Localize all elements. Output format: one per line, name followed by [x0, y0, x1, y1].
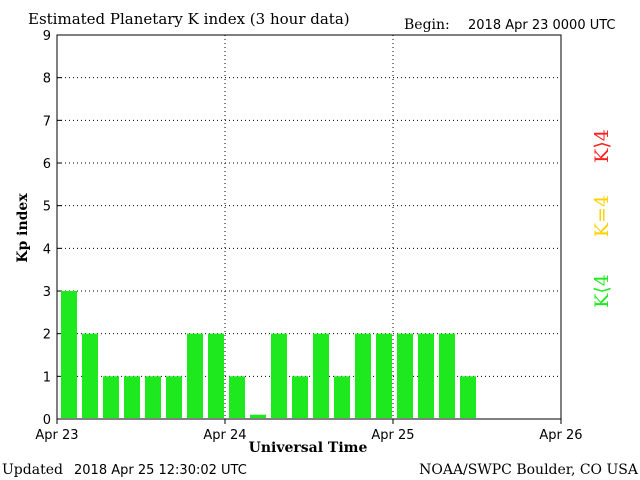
- y-tick-label: 6: [43, 157, 51, 172]
- kp-bar: [250, 414, 266, 418]
- kp-bar: [82, 333, 98, 418]
- kp-bar: [292, 376, 308, 418]
- y-tick-label: 1: [43, 370, 51, 385]
- kp-bar: [355, 333, 371, 418]
- kp-bar: [271, 333, 287, 418]
- x-tick-label: Apr 26: [539, 428, 582, 443]
- legend-k-equal-4: K=4: [591, 195, 613, 237]
- source-credit: NOAA/SWPC Boulder, CO USA: [419, 462, 639, 478]
- y-tick-label: 2: [43, 328, 51, 343]
- y-tick-label: 0: [43, 413, 51, 428]
- plot-frame: [56, 34, 562, 420]
- y-tick-label: 9: [43, 29, 51, 44]
- updated-value: 2018 Apr 25 12:30:02 UTC: [74, 463, 247, 478]
- legend-k-below-4: K⟨4: [591, 274, 613, 308]
- kp-bar: [124, 376, 140, 418]
- kp-bar: [166, 376, 182, 418]
- kp-bar: [376, 333, 392, 418]
- begin-label: Begin:: [404, 17, 450, 33]
- kp-bar: [439, 333, 455, 418]
- x-axis-label: Universal Time: [249, 440, 368, 456]
- plot-area: 0 1 2 3 4 5 6 7 8 9 Apr 23 Apr 24 Apr 25 Apr 26: [35, 29, 582, 443]
- y-tick-label: 4: [43, 242, 51, 257]
- kp-bar: [418, 333, 434, 418]
- updated-label: Updated: [2, 462, 63, 478]
- kp-bar: [229, 376, 245, 418]
- y-tick-label: 8: [43, 72, 51, 87]
- kp-bar: [397, 333, 413, 418]
- y-tick-label: 3: [43, 285, 51, 300]
- kp-bar: [460, 376, 476, 418]
- kp-bar: [208, 333, 224, 418]
- kp-bar: [61, 291, 77, 418]
- x-tick-label: Apr 25: [371, 428, 414, 443]
- x-tick-label: Apr 24: [203, 428, 246, 443]
- kp-bar: [145, 376, 161, 418]
- chart-title: Estimated Planetary K index (3 hour data…: [28, 10, 350, 28]
- kp-bar: [103, 376, 119, 418]
- y-tick-label: 5: [43, 200, 51, 215]
- begin-value: 2018 Apr 23 0000 UTC: [468, 18, 616, 33]
- y-tick-label: 7: [43, 114, 51, 129]
- kp-bar: [187, 333, 203, 418]
- x-tick-label: Apr 23: [35, 428, 78, 443]
- kp-bar: [313, 333, 329, 418]
- kp-bar: [334, 376, 350, 418]
- legend-k-above-4: K⟩4: [591, 129, 613, 163]
- y-axis-label: Kp index: [15, 193, 31, 263]
